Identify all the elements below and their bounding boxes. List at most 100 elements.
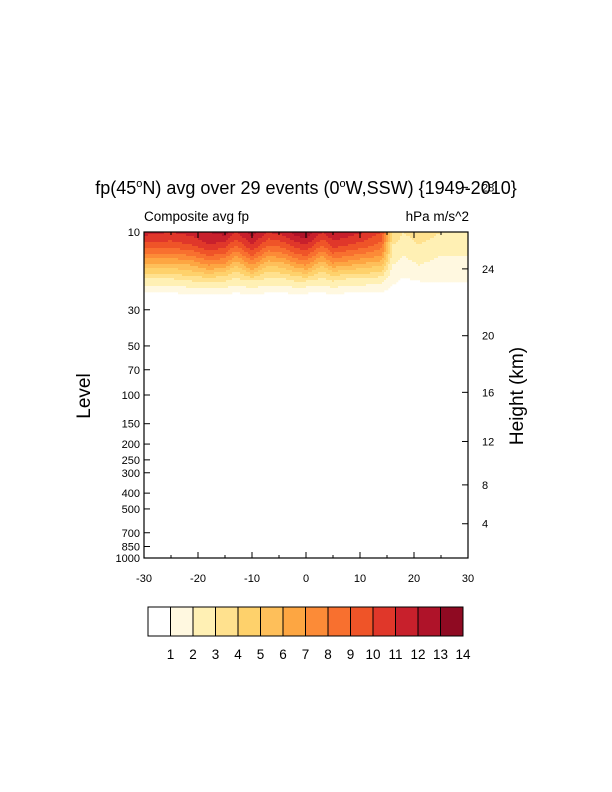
contour-cell <box>458 272 461 275</box>
contour-cell <box>466 258 469 261</box>
contour-cell <box>434 238 437 241</box>
contour-cell <box>372 250 375 253</box>
contour-cell <box>194 272 197 275</box>
contour-cell <box>442 278 445 281</box>
contour-cell <box>162 246 165 249</box>
contour-cell <box>202 286 205 289</box>
contour-cell <box>148 254 151 257</box>
contour-cell <box>316 244 319 247</box>
contour-cell <box>248 242 251 245</box>
contour-cell <box>286 286 289 289</box>
contour-cell <box>410 264 413 267</box>
contour-cell <box>452 258 455 261</box>
contour-cell <box>158 286 161 289</box>
contour-cell <box>422 244 425 247</box>
contour-cell <box>372 264 375 267</box>
contour-cell <box>160 278 163 281</box>
contour-cell <box>322 254 325 257</box>
contour-cell <box>396 236 399 239</box>
contour-cell <box>350 240 353 243</box>
contour-cell <box>400 234 403 237</box>
contour-cell <box>184 242 187 245</box>
contour-cell <box>144 254 147 257</box>
contour-cell <box>352 290 355 293</box>
contour-cell <box>212 270 215 273</box>
contour-cell <box>396 268 399 271</box>
contour-cell <box>298 288 301 291</box>
contour-cell <box>426 234 429 237</box>
contour-cell <box>262 244 265 247</box>
contour-cell <box>384 260 387 263</box>
contour-cell <box>348 242 351 245</box>
contour-cell <box>254 282 257 285</box>
contour-cell <box>458 248 461 251</box>
contour-cell <box>330 244 333 247</box>
contour-cell <box>466 278 469 281</box>
contour-cell <box>384 236 387 239</box>
contour-cell <box>340 232 343 235</box>
contour-cell <box>304 278 307 281</box>
contour-cell <box>206 234 209 237</box>
contour-cell <box>174 256 177 259</box>
contour-cell <box>366 288 369 291</box>
contour-cell <box>442 252 445 255</box>
contour-cell <box>234 262 237 265</box>
contour-cell <box>354 290 357 293</box>
contour-cell <box>424 278 427 281</box>
contour-cell <box>270 252 273 255</box>
contour-cell <box>206 244 209 247</box>
contour-cell <box>234 272 237 275</box>
contour-cell <box>238 260 241 263</box>
contour-cell <box>384 268 387 271</box>
contour-cell <box>254 248 257 251</box>
contour-cell <box>460 236 463 239</box>
contour-cell <box>392 282 395 285</box>
contour-cell <box>186 236 189 239</box>
contour-cell <box>422 268 425 271</box>
contour-cell <box>166 290 169 293</box>
contour-cell <box>346 240 349 243</box>
contour-cell <box>340 266 343 269</box>
contour-cell <box>460 272 463 275</box>
contour-cell <box>384 248 387 251</box>
contour-cell <box>448 272 451 275</box>
contour-cell <box>446 264 449 267</box>
contour-cell <box>276 242 279 245</box>
contour-cell <box>252 270 255 273</box>
contour-cell <box>254 264 257 267</box>
contour-cell <box>372 248 375 251</box>
contour-cell <box>258 244 261 247</box>
contour-cell <box>394 260 397 263</box>
contour-cell <box>300 242 303 245</box>
contour-cell <box>344 252 347 255</box>
contour-cell <box>410 272 413 275</box>
contour-cell <box>242 262 245 265</box>
contour-cell <box>408 256 411 259</box>
contour-cell <box>254 238 257 241</box>
contour-cell <box>158 264 161 267</box>
contour-cell <box>380 244 383 247</box>
contour-cell <box>422 248 425 251</box>
contour-cell <box>328 254 331 257</box>
contour-cell <box>332 272 335 275</box>
contour-cell <box>256 254 259 257</box>
contour-cell <box>446 254 449 257</box>
contour-cell <box>210 256 213 259</box>
contour-cell <box>190 290 193 293</box>
contour-cell <box>288 290 291 293</box>
contour-cell <box>252 260 255 263</box>
contour-cell <box>314 242 317 245</box>
contour-cell <box>358 238 361 241</box>
contour-cell <box>286 260 289 263</box>
contour-cell <box>308 260 311 263</box>
contour-cell <box>200 236 203 239</box>
contour-cell <box>418 236 421 239</box>
contour-cell <box>440 242 443 245</box>
contour-cell <box>246 262 249 265</box>
y-tick-label: 50 <box>128 341 140 353</box>
y-tick-label: 200 <box>122 439 140 451</box>
contour-cell <box>258 232 261 235</box>
contour-cell <box>302 258 305 261</box>
contour-cell <box>296 258 299 261</box>
contour-cell <box>448 274 451 277</box>
